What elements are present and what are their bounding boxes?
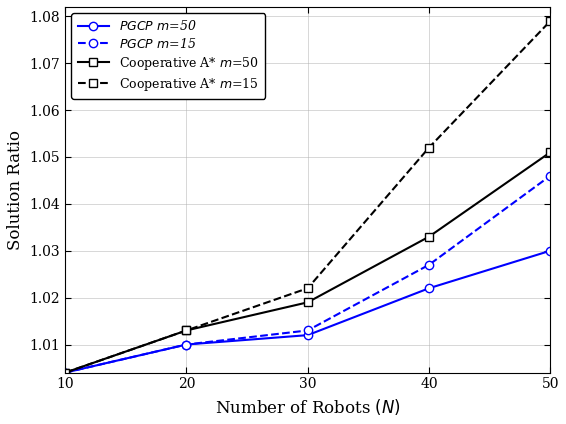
- Cooperative A* $m$=50: [305, 300, 311, 305]
- Cooperative A* $m$=15: [183, 328, 190, 333]
- $\mathit{PGCP}$ $m$=15: [426, 262, 432, 268]
- Y-axis label: Solution Ratio: Solution Ratio: [7, 130, 24, 250]
- Line: $\mathit{PGCP}$ $m$=50: $\mathit{PGCP}$ $m$=50: [61, 247, 555, 377]
- $\mathit{PGCP}$ $m$=50: [62, 370, 68, 375]
- Cooperative A* $m$=15: [305, 286, 311, 291]
- Cooperative A* $m$=50: [183, 328, 190, 333]
- Line: $\mathit{PGCP}$ $m$=15: $\mathit{PGCP}$ $m$=15: [61, 172, 555, 377]
- $\mathit{PGCP}$ $m$=15: [547, 173, 554, 178]
- $\mathit{PGCP}$ $m$=50: [426, 286, 432, 291]
- $\mathit{PGCP}$ $m$=15: [183, 342, 190, 347]
- $\mathit{PGCP}$ $m$=50: [547, 248, 554, 253]
- Line: Cooperative A* $m$=15: Cooperative A* $m$=15: [61, 17, 555, 377]
- X-axis label: Number of Robots $(N)$: Number of Robots $(N)$: [215, 397, 401, 417]
- Legend: $\mathit{PGCP}$ $m$=50, $\mathit{PGCP}$ $m$=15, Cooperative A* $m$=50, Cooperati: $\mathit{PGCP}$ $m$=50, $\mathit{PGCP}$ …: [71, 13, 265, 99]
- $\mathit{PGCP}$ $m$=15: [305, 328, 311, 333]
- Line: Cooperative A* $m$=50: Cooperative A* $m$=50: [61, 148, 555, 377]
- $\mathit{PGCP}$ $m$=15: [62, 370, 68, 375]
- Cooperative A* $m$=50: [547, 150, 554, 155]
- $\mathit{PGCP}$ $m$=50: [305, 332, 311, 338]
- Cooperative A* $m$=15: [547, 19, 554, 24]
- Cooperative A* $m$=50: [426, 234, 432, 239]
- $\mathit{PGCP}$ $m$=50: [183, 342, 190, 347]
- Cooperative A* $m$=15: [62, 370, 68, 375]
- Cooperative A* $m$=50: [62, 370, 68, 375]
- Cooperative A* $m$=15: [426, 145, 432, 150]
